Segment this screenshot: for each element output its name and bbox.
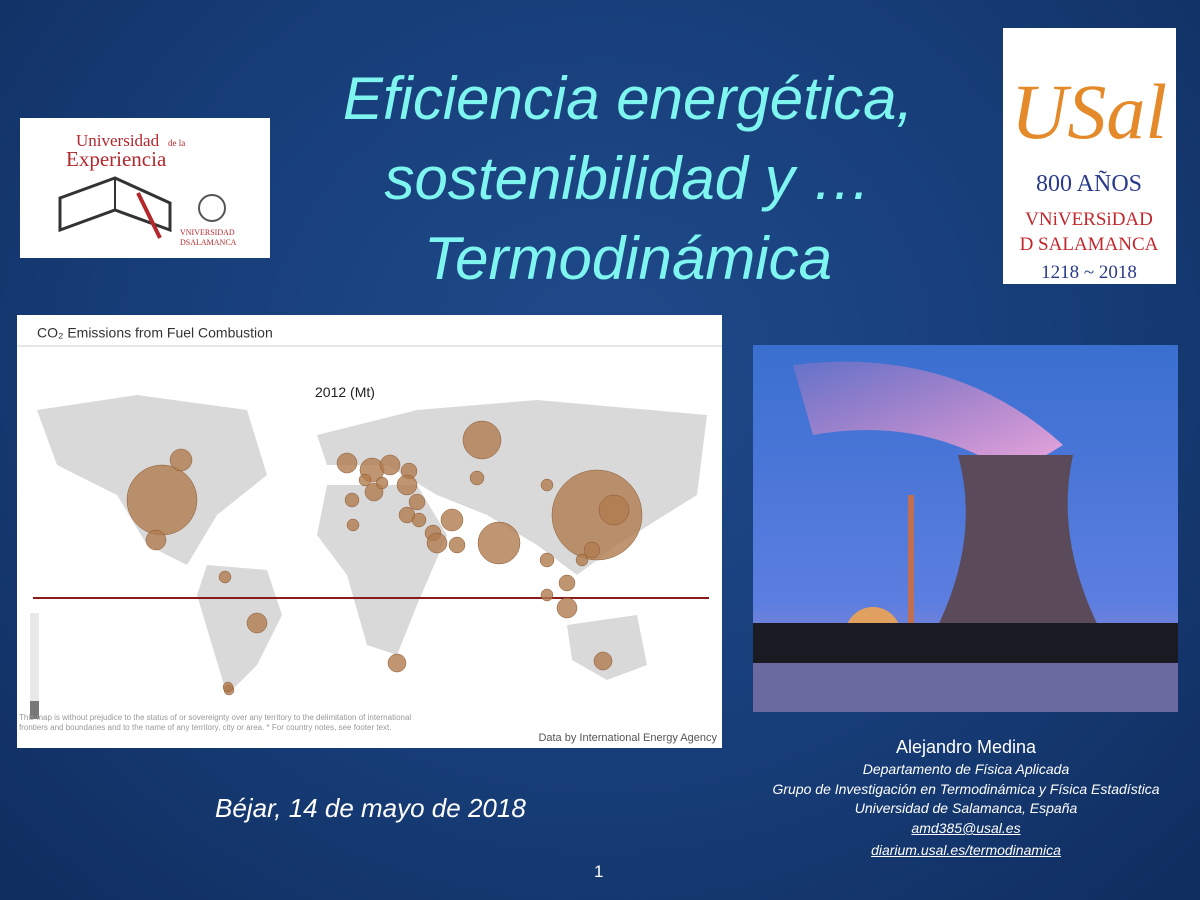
logo-text: 800 AÑOS: [1036, 171, 1142, 197]
bubble: [583, 541, 601, 559]
bubble: [540, 478, 554, 492]
date: Béjar, 14 de mayo de 2018: [215, 793, 526, 823]
bubble: [558, 574, 576, 592]
bubbles: [126, 420, 643, 696]
bubble: [411, 512, 427, 528]
photo: [753, 345, 1178, 712]
bubble: [387, 653, 407, 673]
bubble: [126, 464, 198, 536]
bubble: [375, 476, 389, 490]
bubble: [145, 529, 167, 551]
email-link[interactable]: amd385@usal.es: [911, 820, 1021, 836]
bubble: [539, 552, 555, 568]
logo-left: Universidad de la Experiencia VNIVERSIDA…: [20, 118, 270, 258]
bubble: [593, 651, 613, 671]
bubble: [408, 493, 426, 511]
bubble: [551, 469, 643, 561]
bubble: [336, 452, 358, 474]
logo-text: VNIVERSIDAD: [180, 228, 235, 237]
logo-text: Universidad: [76, 131, 160, 150]
bubble: [477, 521, 521, 565]
bubble: [396, 474, 418, 496]
logo-right: USal 800 AÑOS VNiVERSiDAD D SALAMANCA 12…: [1003, 28, 1176, 284]
bubble: [222, 681, 234, 693]
bubble: [448, 536, 466, 554]
logo-text: 1218 ~ 2018: [1041, 262, 1137, 283]
title-line: sostenibilidad y …: [384, 145, 872, 212]
bubble: [358, 473, 372, 487]
bubble: [344, 492, 360, 508]
bubble: [218, 570, 232, 584]
title-line: Eficiencia energética,: [342, 65, 914, 132]
logo-text: D SALAMANCA: [1020, 234, 1159, 255]
author-line: Grupo de Investigación en Termodinámica …: [772, 781, 1160, 797]
web-link[interactable]: diarium.usal.es/termodinamica: [871, 842, 1061, 858]
bubble: [379, 454, 401, 476]
bubble: [169, 448, 193, 472]
bubble: [462, 420, 502, 460]
logo-text: VNiVERSiDAD: [1025, 209, 1153, 230]
map-source: Data by International Energy Agency: [538, 732, 717, 744]
logo-text: DSALAMANCA: [180, 238, 237, 247]
title-line: Termodinámica: [424, 225, 832, 292]
map-panel: CO₂ Emissions from Fuel Combustion 2012 …: [17, 315, 722, 748]
page-number: 1: [594, 862, 604, 881]
bubble: [346, 518, 360, 532]
bubble: [575, 553, 589, 567]
bubble: [246, 612, 268, 634]
logo-text: de la: [168, 138, 185, 148]
bubble: [426, 532, 448, 554]
bubble: [540, 588, 554, 602]
bubble: [440, 508, 464, 532]
author-name: Alejandro Medina: [895, 737, 1037, 757]
bubble: [469, 470, 485, 486]
map-year: 2012 (Mt): [315, 384, 375, 400]
logo-mark: USal: [1011, 68, 1167, 155]
map-title: CO₂ Emissions from Fuel Combustion: [37, 325, 273, 341]
bubble: [556, 597, 578, 619]
author-line: Universidad de Salamanca, España: [854, 800, 1078, 816]
logo-text: Experiencia: [66, 147, 167, 171]
map-note: This map is without prejudice to the sta…: [19, 713, 412, 732]
bubble: [598, 494, 630, 526]
author-line: Departamento de Física Aplicada: [862, 761, 1070, 777]
